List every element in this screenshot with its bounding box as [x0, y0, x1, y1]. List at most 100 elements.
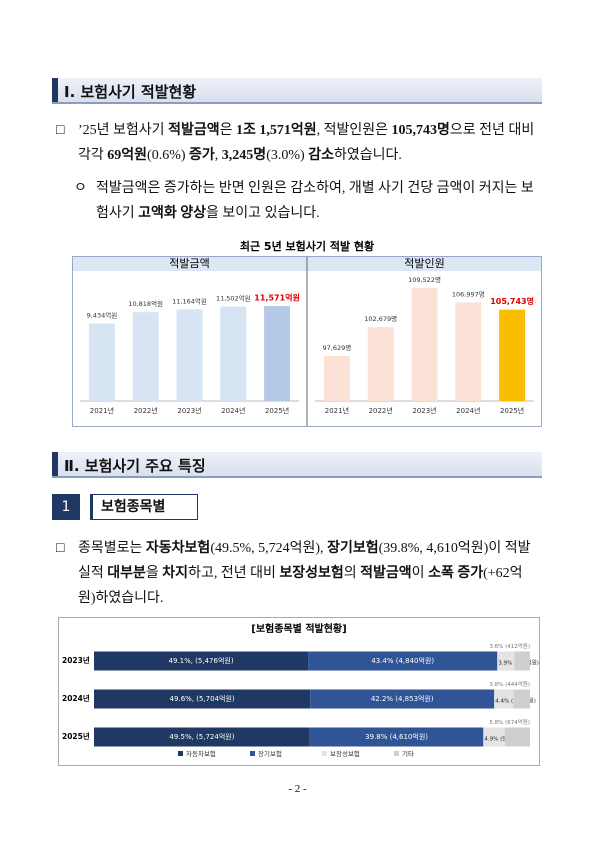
legend-swatch: [178, 751, 183, 756]
bullet: ㅇ 적발금액은 증가하는 반면 인원은 감소하여, 개별 사기 건당 금액이 커지…: [74, 176, 536, 226]
text-run: (3.0%): [266, 148, 309, 163]
value-label: 109,522명: [408, 275, 441, 284]
bar: [455, 302, 482, 401]
x-tick-label: 2025년: [500, 406, 524, 415]
value-label: 42.2% (4,853억원): [371, 694, 434, 703]
bar-segment: [494, 689, 514, 709]
panel-title: 적발인원: [404, 257, 444, 270]
bar: [220, 306, 247, 401]
text-run: (+62억원)하였습니다.: [78, 566, 523, 606]
bar: [367, 327, 394, 401]
bar: [88, 323, 115, 401]
marker: □: [56, 123, 65, 138]
value-label: 49.5%, (5,724억원): [169, 732, 234, 741]
value-label: 39.8% (4,610억원): [365, 732, 428, 741]
value-label: 3.8% (444억원): [489, 680, 530, 688]
legend-swatch: [394, 751, 399, 756]
text-run: 3,245명: [221, 148, 267, 163]
text-run: 고액화 양상: [138, 206, 207, 221]
bar-segment: [504, 727, 530, 747]
page-number: - 2 -: [288, 783, 307, 795]
section-header: Ⅰ. 보험사기 적발현황: [52, 78, 542, 104]
bar: [411, 288, 438, 401]
bar-segment: [497, 651, 515, 671]
bar: [323, 356, 350, 401]
text-run: (0.6%): [147, 148, 190, 163]
x-tick-label: 2024년: [456, 406, 480, 415]
value-label: 105,743명: [490, 296, 534, 306]
value-label: 97,629명: [323, 343, 352, 352]
value-label: 102,679명: [364, 314, 397, 323]
x-tick-label: 2024년: [221, 406, 245, 415]
chart-title: [보험종목별 적발현황]: [251, 622, 346, 635]
text-run: 종목별로는: [78, 541, 146, 556]
bar-segment: [309, 727, 484, 747]
value-label: 106,997명: [452, 289, 485, 298]
text-run: 자동차보험: [145, 541, 211, 556]
text-run: 보장성보험: [279, 566, 344, 581]
chart: [보험종목별 적발현황] 2023년 49.1%, (5,476억원) 43.4% (…: [58, 617, 540, 766]
text-run: ,: [214, 148, 222, 163]
panel-frame: [72, 256, 542, 427]
bar: [499, 309, 526, 401]
value-label: 43.4% (4,840억원): [371, 656, 434, 665]
section-title: Ⅱ. 보험사기 주요 특징: [64, 457, 206, 475]
text-run: 69억원: [107, 148, 148, 163]
panel-title: 적발금액: [169, 257, 209, 270]
marker: ㅇ: [74, 181, 87, 196]
x-tick-label: 2023년: [412, 406, 436, 415]
text-run: 105,743명: [391, 123, 450, 138]
marker: □: [56, 541, 65, 556]
text-run: 장기보험: [327, 541, 379, 556]
text-run: 소폭 증가: [428, 566, 484, 581]
bar-segment: [94, 689, 311, 709]
chart-title: 최근 5년 보험사기 적발 현황: [240, 239, 374, 253]
text-run: 감소: [308, 148, 334, 163]
value-label: 11,502억원: [216, 294, 251, 303]
bar-segment: [483, 727, 505, 747]
legend-swatch: [250, 751, 255, 756]
text-run: 을: [145, 566, 163, 581]
value-label: 11,164억원: [172, 296, 207, 305]
text-run: 적발금액은 증가하는 반면 인원은 감소하여, 개별 사기 건당 금액이 커지는…: [96, 181, 534, 221]
text-run: 1조 1,571억원: [235, 123, 317, 138]
x-tick-label: 2025년: [265, 406, 289, 415]
value-label: 49.1%, (5,476억원): [168, 656, 233, 665]
legend-swatch: [322, 751, 327, 756]
value-label: 10,818억원: [128, 299, 163, 308]
legend-label: 보장성보험: [330, 749, 360, 758]
legend-label: 기타: [402, 749, 414, 758]
bar-segment: [308, 651, 498, 671]
paragraph: □ 종목별로는 자동차보험(49.5%, 5,724억원), 장기보험(39.8%…: [56, 536, 538, 611]
value-label: 49.6%, (5,704억원): [170, 694, 235, 703]
bar-segment: [94, 727, 310, 747]
subsection-title: 보험종목별: [90, 494, 198, 520]
text-run: 적발금액: [168, 123, 220, 138]
paragraph: □ ’25년 보험사기 적발금액은 1조 1,571억원, 적발인원은 105,7…: [56, 118, 538, 168]
bar-segment: [514, 651, 530, 671]
value-label: 4.9% (563억원): [484, 735, 525, 743]
text-run: 을 보이고 있습니다.: [206, 206, 320, 221]
bar: [132, 312, 159, 401]
bar-segment: [94, 651, 309, 671]
text-run: (49.5%, 5,724억원),: [210, 541, 328, 556]
x-tick-label: 2023년: [177, 406, 201, 415]
text-run: 은: [219, 123, 236, 138]
value-label: 11,571억원: [254, 293, 300, 303]
chart-frame: [58, 617, 540, 766]
text-run: ’25년 보험사기: [78, 123, 169, 138]
x-tick-label: 2021년: [325, 406, 349, 415]
value-label: 3.6% (412억원): [489, 642, 530, 650]
value-label: 9,434억원: [87, 311, 118, 320]
text-run: 의: [343, 566, 361, 581]
bar-segment: [513, 689, 530, 709]
text-run: 증가: [189, 148, 215, 163]
x-tick-label: 2021년: [90, 406, 114, 415]
bar-segment: [310, 689, 495, 709]
text-run: 대부분: [107, 566, 146, 581]
text-run: (39.8%, 4,610억원)이 적발실적: [78, 541, 531, 581]
text-run: 으로 전년 대비 각각: [78, 123, 535, 163]
section-title: Ⅰ. 보험사기 적발현황: [64, 83, 197, 101]
